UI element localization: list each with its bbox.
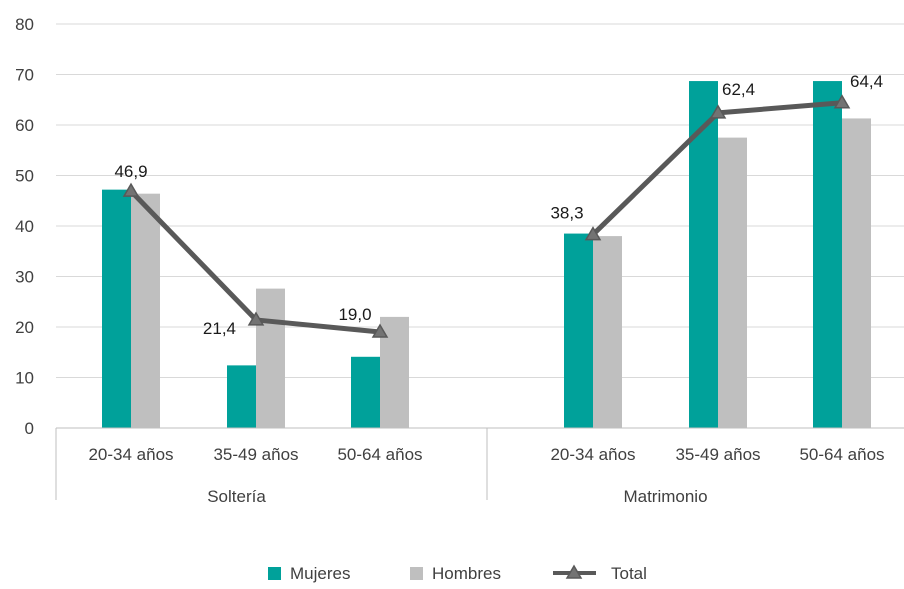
x-group-label: Soltería <box>207 487 266 506</box>
y-axis: 0 10 20 30 40 50 60 70 80 <box>15 15 34 438</box>
bar-hombres <box>131 193 160 428</box>
bar-mujeres <box>813 81 842 428</box>
y-tick-label: 70 <box>15 66 34 85</box>
x-tick-label: 20-34 años <box>550 445 635 464</box>
y-tick-label: 0 <box>25 419 34 438</box>
x-tick-label: 35-49 años <box>213 445 298 464</box>
bar-mujeres <box>102 189 131 428</box>
y-tick-label: 20 <box>15 318 34 337</box>
legend-marker <box>565 564 583 579</box>
y-tick-label: 80 <box>15 15 34 34</box>
bar-mujeres <box>689 81 718 428</box>
total-marker <box>122 182 140 197</box>
bar-hombres <box>718 137 747 428</box>
total-marker <box>833 94 851 109</box>
x-tick-label: 35-49 años <box>675 445 760 464</box>
x-group-label: Matrimonio <box>623 487 707 506</box>
bar-hombres <box>842 118 871 428</box>
bar-mujeres <box>564 233 593 428</box>
bar-hombres <box>256 288 285 428</box>
y-tick-label: 40 <box>15 217 34 236</box>
data-label: 62,4 <box>722 80 755 99</box>
y-tick-label: 30 <box>15 268 34 287</box>
legend-label: Total <box>611 564 647 583</box>
x-tick-label: 20-34 años <box>88 445 173 464</box>
x-axis: 20-34 años 35-49 años 50-64 años Soltería 20… <box>55 427 904 506</box>
y-tick-label: 60 <box>15 116 34 135</box>
total-marker <box>371 323 389 338</box>
legend-label: Hombres <box>432 564 501 583</box>
data-label: 64,4 <box>850 72 883 91</box>
x-tick-label: 50-64 años <box>337 445 422 464</box>
bar-mujeres <box>351 356 380 428</box>
grid-lines <box>56 23 904 378</box>
total-marker <box>584 226 602 241</box>
bars <box>102 81 871 428</box>
data-label: 21,4 <box>203 319 236 338</box>
legend: Mujeres Hombres Total <box>268 564 647 583</box>
legend-label: Mujeres <box>290 564 350 583</box>
bar-mujeres <box>227 365 256 428</box>
x-tick-label: 50-64 años <box>799 445 884 464</box>
data-label: 19,0 <box>338 305 371 324</box>
bar-hombres <box>593 236 622 428</box>
legend-swatch-mujeres <box>268 567 281 580</box>
y-tick-label: 10 <box>15 369 34 388</box>
legend-swatch-hombres <box>410 567 423 580</box>
total-marker <box>709 104 727 119</box>
data-label: 38,3 <box>550 204 583 223</box>
total-line: 46,9 21,4 19,0 38,3 62,4 64,4 <box>114 72 883 338</box>
total-marker <box>247 311 265 326</box>
y-tick-label: 50 <box>15 167 34 186</box>
data-label: 46,9 <box>114 162 147 181</box>
